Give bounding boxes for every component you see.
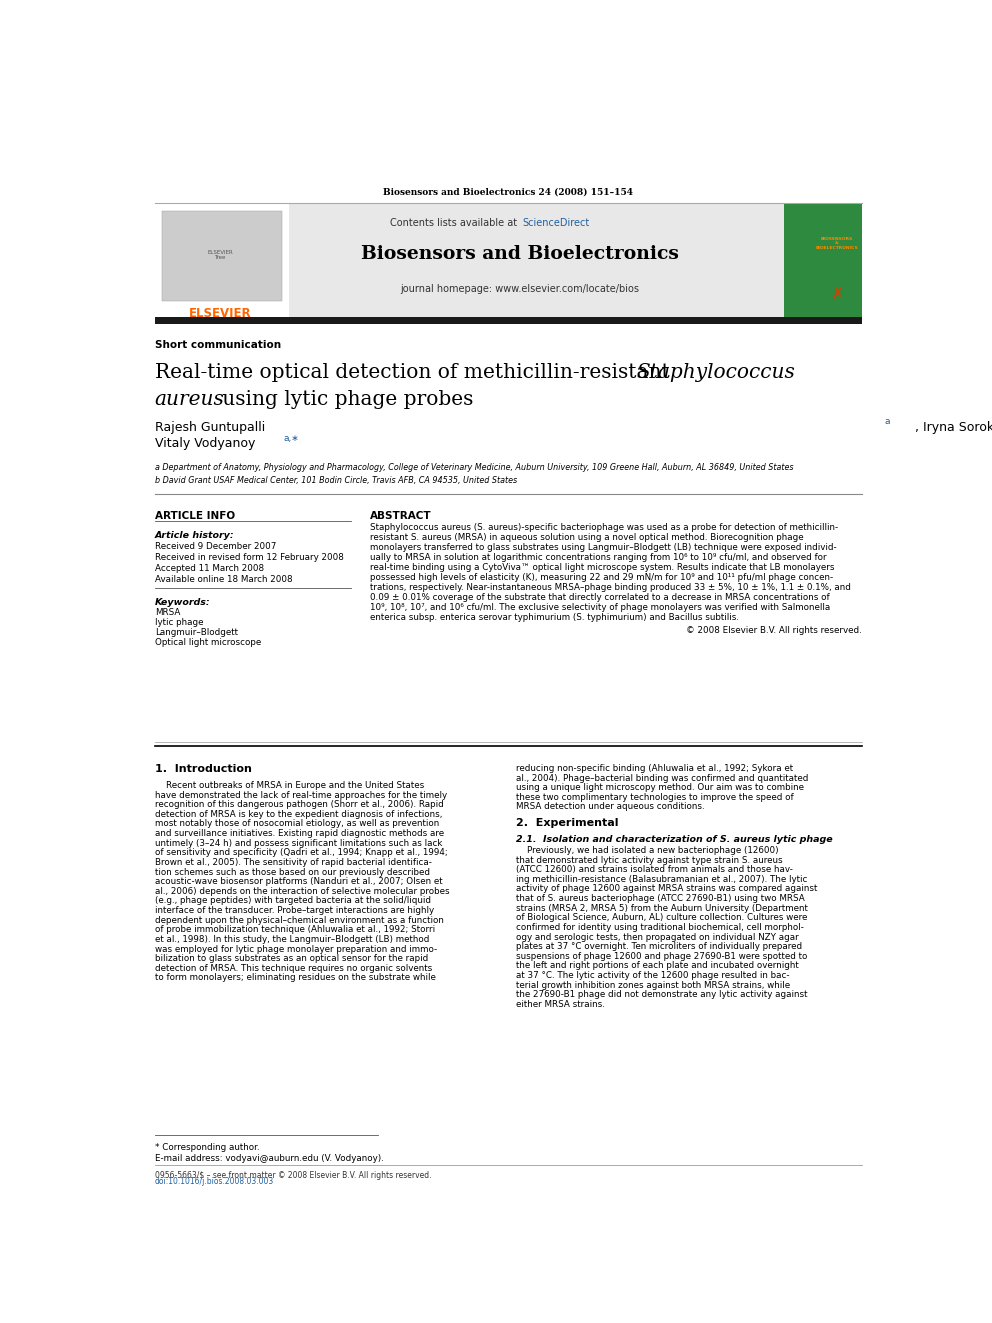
Text: resistant S. aureus (MRSA) in aqueous solution using a novel optical method. Bio: resistant S. aureus (MRSA) in aqueous so… (370, 533, 804, 542)
Text: Real-time optical detection of methicillin-resistant: Real-time optical detection of methicill… (155, 363, 676, 382)
Text: trations, respectively. Near-instantaneous MRSA–phage binding produced 33 ± 5%, : trations, respectively. Near-instantaneo… (370, 583, 851, 591)
Text: E-mail address: vodyavi@auburn.edu (V. Vodyanoy).: E-mail address: vodyavi@auburn.edu (V. V… (155, 1154, 384, 1163)
Text: BIOSENSORS
&
BIOELECTRONICS: BIOSENSORS & BIOELECTRONICS (815, 237, 858, 250)
Text: that demonstrated lytic activity against type strain S. aureus: that demonstrated lytic activity against… (516, 856, 783, 865)
Text: dependent upon the physical–chemical environment as a function: dependent upon the physical–chemical env… (155, 916, 443, 925)
Text: ELSEVIER
Tree: ELSEVIER Tree (207, 250, 233, 261)
Text: MRSA: MRSA (155, 609, 181, 618)
Text: and surveillance initiatives. Existing rapid diagnostic methods are: and surveillance initiatives. Existing r… (155, 830, 443, 837)
Text: Accepted 11 March 2008: Accepted 11 March 2008 (155, 564, 264, 573)
Text: real-time binding using a CytoViva™ optical light microscope system. Results ind: real-time binding using a CytoViva™ opti… (370, 564, 834, 572)
Text: © 2008 Elsevier B.V. All rights reserved.: © 2008 Elsevier B.V. All rights reserved… (686, 626, 862, 635)
Text: (ATCC 12600) and strains isolated from animals and those hav-: (ATCC 12600) and strains isolated from a… (516, 865, 793, 875)
Text: of sensitivity and specificity (Qadri et al., 1994; Knapp et al., 1994;: of sensitivity and specificity (Qadri et… (155, 848, 447, 857)
Text: Short communication: Short communication (155, 340, 281, 349)
Text: possessed high levels of elasticity (K), measuring 22 and 29 mN/m for 10⁹ and 10: possessed high levels of elasticity (K),… (370, 573, 833, 582)
Text: 0956-5663/$ – see front matter © 2008 Elsevier B.V. All rights reserved.: 0956-5663/$ – see front matter © 2008 El… (155, 1171, 432, 1180)
Text: most notably those of nosocomial etiology, as well as prevention: most notably those of nosocomial etiolog… (155, 819, 439, 828)
Text: ARTICLE INFO: ARTICLE INFO (155, 512, 235, 521)
Text: Received 9 December 2007: Received 9 December 2007 (155, 542, 276, 552)
Text: was employed for lytic phage monolayer preparation and immo-: was employed for lytic phage monolayer p… (155, 945, 436, 954)
Text: a: a (884, 418, 890, 426)
Text: , Iryna Sorokulova: , Iryna Sorokulova (915, 421, 992, 434)
Text: either MRSA strains.: either MRSA strains. (516, 1000, 605, 1009)
Text: the left and right portions of each plate and incubated overnight: the left and right portions of each plat… (516, 962, 799, 971)
Text: confirmed for identity using traditional biochemical, cell morphol-: confirmed for identity using traditional… (516, 923, 804, 931)
Text: Contents lists available at: Contents lists available at (390, 218, 520, 228)
Text: b David Grant USAF Medical Center, 101 Bodin Circle, Travis AFB, CA 94535, Unite: b David Grant USAF Medical Center, 101 B… (155, 476, 517, 486)
Text: 0.09 ± 0.01% coverage of the substrate that directly correlated to a decrease in: 0.09 ± 0.01% coverage of the substrate t… (370, 593, 829, 602)
Text: Brown et al., 2005). The sensitivity of rapid bacterial identifica-: Brown et al., 2005). The sensitivity of … (155, 857, 432, 867)
Text: doi:10.1016/j.bios.2008.03.003: doi:10.1016/j.bios.2008.03.003 (155, 1177, 274, 1187)
Text: Article history:: Article history: (155, 531, 234, 540)
Text: Biosensors and Bioelectronics: Biosensors and Bioelectronics (361, 245, 679, 263)
Text: suspensions of phage 12600 and phage 27690-B1 were spotted to: suspensions of phage 12600 and phage 276… (516, 951, 807, 960)
Text: terial growth inhibition zones against both MRSA strains, while: terial growth inhibition zones against b… (516, 980, 791, 990)
Text: these two complimentary technologies to improve the speed of: these two complimentary technologies to … (516, 792, 794, 802)
Text: of Biological Science, Auburn, AL) culture collection. Cultures were: of Biological Science, Auburn, AL) cultu… (516, 913, 807, 922)
Text: Vitaly Vodyanoy: Vitaly Vodyanoy (155, 438, 255, 451)
Text: using a unique light microscopy method. Our aim was to combine: using a unique light microscopy method. … (516, 783, 805, 792)
Text: detection of MRSA. This technique requires no organic solvents: detection of MRSA. This technique requir… (155, 963, 432, 972)
Text: the 27690-B1 phage did not demonstrate any lytic activity against: the 27690-B1 phage did not demonstrate a… (516, 991, 807, 999)
Text: ABSTRACT: ABSTRACT (370, 512, 432, 521)
Text: plates at 37 °C overnight. Ten microliters of individually prepared: plates at 37 °C overnight. Ten microlite… (516, 942, 803, 951)
Text: ✗: ✗ (829, 284, 843, 303)
Text: to form monolayers; eliminating residues on the substrate while: to form monolayers; eliminating residues… (155, 974, 435, 983)
Text: Staphylococcus: Staphylococcus (637, 363, 796, 382)
Text: journal homepage: www.elsevier.com/locate/bios: journal homepage: www.elsevier.com/locat… (401, 283, 640, 294)
Text: Rajesh Guntupalli: Rajesh Guntupalli (155, 421, 265, 434)
Text: lytic phage: lytic phage (155, 618, 203, 627)
Text: interface of the transducer. Probe–target interactions are highly: interface of the transducer. Probe–targe… (155, 906, 434, 916)
Text: Biosensors and Bioelectronics 24 (2008) 151–154: Biosensors and Bioelectronics 24 (2008) … (383, 188, 634, 197)
Text: ing methicillin-resistance (Balasubramanian et al., 2007). The lytic: ing methicillin-resistance (Balasubraman… (516, 875, 807, 884)
Bar (155, 316, 862, 324)
Bar (155, 204, 290, 316)
Text: Available online 18 March 2008: Available online 18 March 2008 (155, 574, 293, 583)
Text: a,∗: a,∗ (284, 434, 300, 443)
Text: ELSEVIER: ELSEVIER (188, 307, 251, 320)
Text: Optical light microscope: Optical light microscope (155, 639, 261, 647)
Text: et al., 1998). In this study, the Langmuir–Blodgett (LB) method: et al., 1998). In this study, the Langmu… (155, 935, 430, 943)
Text: at 37 °C. The lytic activity of the 12600 phage resulted in bac-: at 37 °C. The lytic activity of the 1260… (516, 971, 790, 980)
Bar (163, 212, 282, 302)
Text: Keywords:: Keywords: (155, 598, 210, 607)
Text: al., 2004). Phage–bacterial binding was confirmed and quantitated: al., 2004). Phage–bacterial binding was … (516, 774, 808, 783)
Text: 2.  Experimental: 2. Experimental (516, 818, 619, 828)
Text: monolayers transferred to glass substrates using Langmuir–Blodgett (LB) techniqu: monolayers transferred to glass substrat… (370, 542, 836, 552)
Text: Received in revised form 12 February 2008: Received in revised form 12 February 200… (155, 553, 343, 562)
Text: of probe immobilization technique (Ahluwalia et al., 1992; Storri: of probe immobilization technique (Ahluw… (155, 925, 434, 934)
Text: 10⁹, 10⁸, 10⁷, and 10⁶ cfu/ml. The exclusive selectivity of phage monolayers was: 10⁹, 10⁸, 10⁷, and 10⁶ cfu/ml. The exclu… (370, 603, 830, 613)
Text: acoustic-wave biosensor platforms (Nanduri et al., 2007; Olsen et: acoustic-wave biosensor platforms (Nandu… (155, 877, 442, 886)
Text: (e.g., phage peptides) with targeted bacteria at the solid/liquid: (e.g., phage peptides) with targeted bac… (155, 897, 431, 905)
Text: 1.  Introduction: 1. Introduction (155, 763, 252, 774)
Text: ually to MRSA in solution at logarithmic concentrations ranging from 10⁶ to 10⁹ : ually to MRSA in solution at logarithmic… (370, 553, 826, 562)
Text: that of S. aureus bacteriophage (ATCC 27690-B1) using two MRSA: that of S. aureus bacteriophage (ATCC 27… (516, 894, 805, 904)
Text: using lytic phage probes: using lytic phage probes (216, 390, 473, 409)
Text: untimely (3–24 h) and possess significant limitations such as lack: untimely (3–24 h) and possess significan… (155, 839, 442, 848)
Text: Previously, we had isolated a new bacteriophage (12600): Previously, we had isolated a new bacter… (516, 845, 779, 855)
Text: bilization to glass substrates as an optical sensor for the rapid: bilization to glass substrates as an opt… (155, 954, 428, 963)
Text: * Corresponding author.: * Corresponding author. (155, 1143, 259, 1152)
Text: have demonstrated the lack of real-time approaches for the timely: have demonstrated the lack of real-time … (155, 791, 446, 799)
Text: activity of phage 12600 against MRSA strains was compared against: activity of phage 12600 against MRSA str… (516, 885, 817, 893)
Text: detection of MRSA is key to the expedient diagnosis of infections,: detection of MRSA is key to the expedien… (155, 810, 442, 819)
Text: Recent outbreaks of MRSA in Europe and the United States: Recent outbreaks of MRSA in Europe and t… (155, 781, 424, 790)
Bar (155, 204, 862, 316)
Text: a Department of Anatomy, Physiology and Pharmacology, College of Veterinary Medi: a Department of Anatomy, Physiology and … (155, 463, 794, 472)
Text: Langmuir–Blodgett: Langmuir–Blodgett (155, 628, 238, 638)
Text: aureus: aureus (155, 390, 224, 409)
Text: Staphylococcus aureus (S. aureus)-specific bacteriophage was used as a probe for: Staphylococcus aureus (S. aureus)-specif… (370, 523, 838, 532)
Text: recognition of this dangerous pathogen (Shorr et al., 2006). Rapid: recognition of this dangerous pathogen (… (155, 800, 443, 810)
Text: ScienceDirect: ScienceDirect (522, 218, 589, 228)
Text: al., 2006) depends on the interaction of selective molecular probes: al., 2006) depends on the interaction of… (155, 886, 449, 896)
Text: MRSA detection under aqueous conditions.: MRSA detection under aqueous conditions. (516, 803, 704, 811)
Text: strains (MRSA 2, MRSA 5) from the Auburn University (Department: strains (MRSA 2, MRSA 5) from the Auburn… (516, 904, 807, 913)
Text: reducing non-specific binding (Ahluwalia et al., 1992; Sykora et: reducing non-specific binding (Ahluwalia… (516, 763, 794, 773)
Text: tion schemes such as those based on our previously described: tion schemes such as those based on our … (155, 868, 430, 877)
Text: ogy and serologic tests, then propagated on individual NZY agar: ogy and serologic tests, then propagated… (516, 933, 799, 942)
Bar (784, 204, 862, 316)
Text: enterica subsp. enterica serovar typhimurium (S. typhimurium) and Bacillus subti: enterica subsp. enterica serovar typhimu… (370, 613, 739, 622)
Text: 2.1.  Isolation and characterization of S. aureus lytic phage: 2.1. Isolation and characterization of S… (516, 835, 833, 844)
